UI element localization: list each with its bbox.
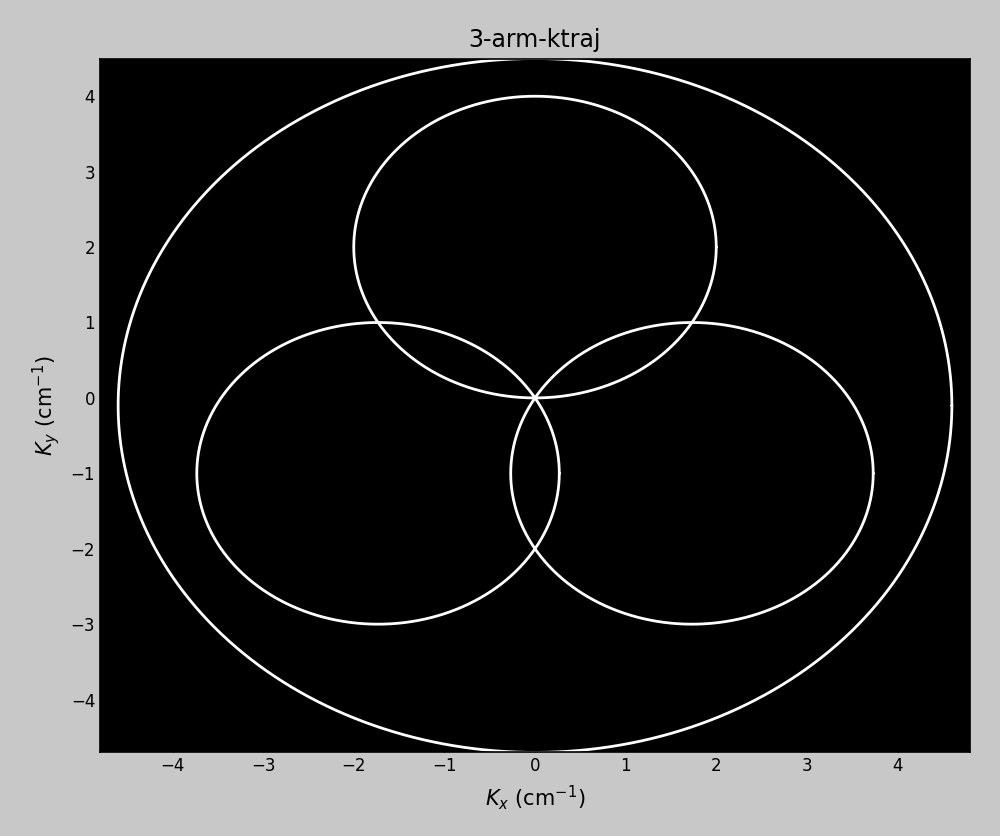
Title: 3-arm-ktraj: 3-arm-ktraj xyxy=(469,28,601,53)
X-axis label: $\mathit{K}_x\ \mathrm{(cm^{-1})}$: $\mathit{K}_x\ \mathrm{(cm^{-1})}$ xyxy=(485,783,585,813)
Y-axis label: $\mathit{K}_y\ \mathrm{(cm^{-1})}$: $\mathit{K}_y\ \mathrm{(cm^{-1})}$ xyxy=(30,355,62,456)
